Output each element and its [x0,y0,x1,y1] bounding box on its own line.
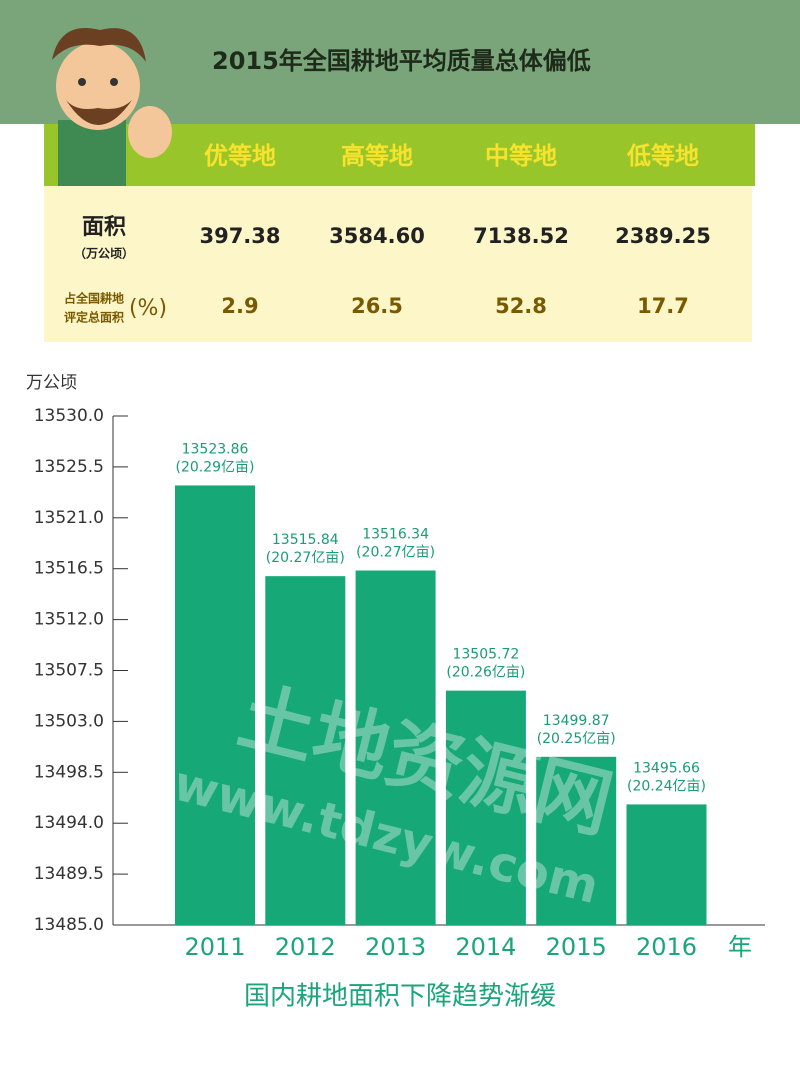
area-label: (20.25亿亩) [537,730,616,747]
value-label: 13515.84 [272,532,339,548]
column-header: 中等地 [485,142,557,170]
area-label: (20.27亿亩) [266,549,345,566]
row-label: 面积 [82,215,126,240]
x-tick-label: 2014 [455,933,516,961]
value-label: 13499.87 [543,713,610,729]
y-tick-label: 13521.0 [34,508,104,528]
table-cell: 17.7 [637,294,689,318]
title: 2015年全国耕地平均质量总体偏低 [212,47,591,75]
row-label: 占全国耕地 [64,291,124,306]
y-tick-label: 13498.5 [34,762,104,782]
caption: 国内耕地面积下降趋势渐缓 [244,982,556,1012]
value-label: 13495.66 [633,760,700,776]
table-cell: 397.38 [199,224,280,248]
x-tick-label: 2016 [636,933,697,961]
table-body [44,186,752,342]
row-unit: (%) [129,296,167,321]
y-tick-label: 13512.0 [34,610,104,630]
area-label: (20.27亿亩) [356,544,435,561]
bar [265,576,346,925]
x-tick-label: 2013 [365,933,426,961]
value-label: 13505.72 [452,647,519,663]
table-cell: 3584.60 [329,224,425,248]
row-sublabel: （万公顷） [74,246,134,261]
table-cell: 7138.52 [473,224,569,248]
x-axis-label: 年 [728,933,752,961]
x-tick-label: 2015 [546,933,607,961]
table-cell: 26.5 [351,294,403,318]
column-header: 优等地 [204,142,276,170]
table-cell: 2389.25 [615,224,711,248]
x-tick-label: 2012 [275,933,336,961]
y-tick-label: 13494.0 [34,813,104,833]
column-header: 高等地 [341,142,413,170]
value-label: 13523.86 [182,441,249,457]
bar [626,804,707,925]
y-tick-label: 13516.5 [34,559,104,579]
bar [445,690,526,925]
table-cell: 2.9 [221,294,258,318]
bar [175,485,255,925]
y-tick-label: 13525.5 [34,457,104,477]
column-header: 低等地 [626,142,699,170]
x-tick-label: 2011 [184,933,245,961]
mascot [52,28,172,186]
y-tick-label: 13507.5 [34,661,104,681]
value-label: 13516.34 [362,527,429,543]
y-tick-label: 13485.0 [34,915,104,935]
y-tick-label: 13530.0 [34,406,104,426]
y-axis-label: 万公顷 [26,373,77,393]
area-label: (20.26亿亩) [446,664,525,681]
table-cell: 52.8 [495,294,547,318]
area-label: (20.24亿亩) [627,777,706,794]
y-tick-label: 13489.5 [34,864,104,884]
bar [536,756,617,925]
row-label: 评定总面积 [64,310,124,325]
y-tick-label: 13503.0 [34,711,104,731]
bar [355,570,436,925]
area-label: (20.29亿亩) [175,458,254,475]
